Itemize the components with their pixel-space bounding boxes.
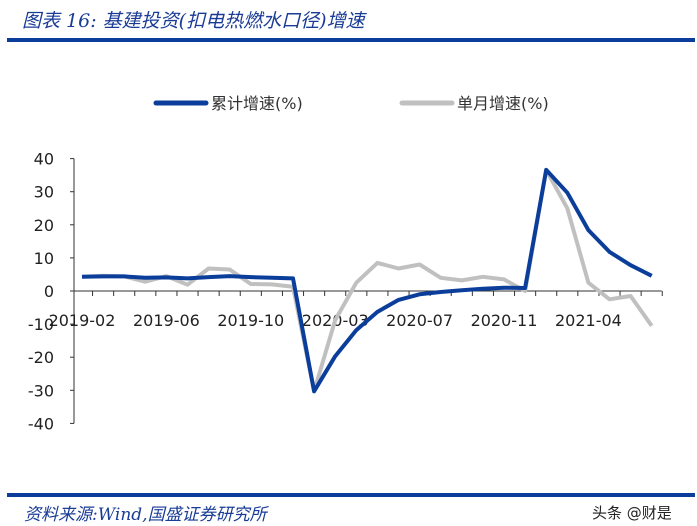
x-tick-label: 2019-06 [133,311,200,330]
x-tick-label: 2019-10 [217,311,284,330]
source-note: 资料来源:Wind,国盛证券研究所 [24,505,267,525]
legend-label: 累计增速(%) [211,94,303,113]
y-tick-label: 10 [34,249,54,268]
y-tick-label: -20 [28,348,54,367]
y-tick-label: 30 [34,183,54,202]
x-tick-label: 2019-02 [49,311,116,330]
series-line-monthly [81,167,654,394]
y-tick-label: 0 [44,282,54,301]
y-tick-label: 40 [34,150,54,169]
series-line-cumulative [81,167,653,394]
y-tick-label: 20 [34,216,54,235]
x-tick-label: 2021-04 [555,311,622,330]
figure-title: 图表 16: 基建投资(扣电热燃水口径)增速 [22,10,365,32]
source-rule [7,493,695,497]
y-tick-label: -10 [28,315,54,334]
x-tick-label: 2020-07 [386,311,453,330]
watermark: 头条 @财是 [592,504,672,522]
y-tick-label: -30 [28,381,54,400]
x-tick-label: 2020-11 [471,311,538,330]
legend-label: 单月增速(%) [457,94,549,113]
title-rule [7,38,695,42]
y-tick-label: -40 [28,414,54,433]
